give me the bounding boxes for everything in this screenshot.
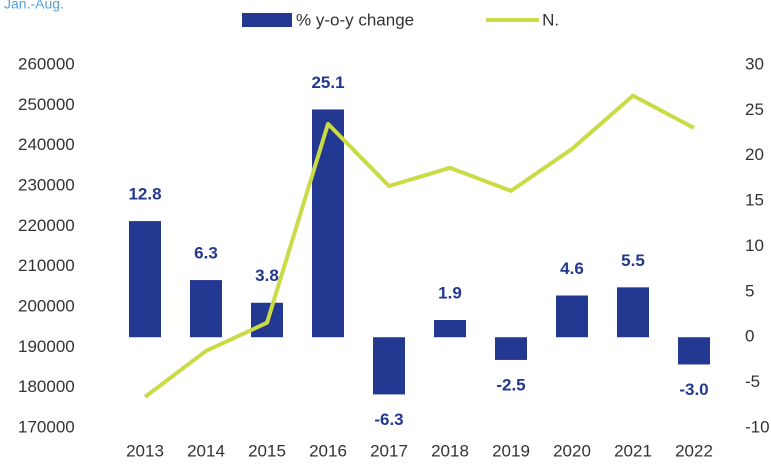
y-tick-label: 260000	[18, 54, 75, 73]
y-tick-label: 220000	[18, 216, 75, 235]
bar	[617, 287, 649, 338]
y-tick-label: 240000	[18, 135, 75, 154]
bar	[312, 109, 344, 338]
subtitle: Jan.-Aug.	[4, 0, 64, 12]
x-tick-label: 2015	[248, 441, 286, 460]
bar	[495, 337, 527, 360]
y-tick-label: 210000	[18, 256, 75, 275]
data-label: 4.6	[560, 259, 584, 278]
y2-tick-label: 10	[745, 236, 764, 255]
bar	[129, 221, 161, 338]
x-tick-label: 2017	[370, 441, 408, 460]
x-tick-label: 2014	[187, 441, 225, 460]
legend-swatch	[242, 13, 292, 27]
y2-tick-label: -10	[745, 417, 770, 436]
x-tick-label: 2020	[553, 441, 591, 460]
y-tick-label: 250000	[18, 95, 75, 114]
y2-tick-label: 25	[745, 100, 764, 119]
y2-tick-label: 5	[745, 281, 754, 300]
y-tick-label: 200000	[18, 296, 75, 315]
bar	[434, 320, 466, 338]
x-tick-label: 2016	[309, 441, 347, 460]
bar	[190, 280, 222, 338]
data-label: -2.5	[496, 375, 525, 394]
y2-tick-label: -5	[745, 372, 760, 391]
y2-tick-label: 0	[745, 327, 754, 346]
data-label: 3.8	[255, 266, 279, 285]
legend-label: % y-o-y change	[296, 10, 414, 29]
data-label: 6.3	[194, 244, 218, 263]
y2-tick-label: 30	[745, 54, 764, 73]
y-tick-label: 190000	[18, 337, 75, 356]
y2-tick-label: 20	[745, 145, 764, 164]
y2-tick-label: 15	[745, 191, 764, 210]
data-label: -3.0	[679, 380, 708, 399]
legend-label: N.	[542, 10, 559, 29]
bar	[678, 337, 710, 365]
y-tick-label: 180000	[18, 377, 75, 396]
data-label: 1.9	[438, 283, 462, 302]
data-label: 12.8	[128, 185, 161, 204]
x-tick-label: 2018	[431, 441, 469, 460]
x-tick-label: 2022	[675, 441, 713, 460]
x-tick-label: 2013	[126, 441, 164, 460]
data-label: 25.1	[311, 73, 344, 92]
line	[143, 93, 695, 399]
y-tick-label: 170000	[18, 417, 75, 436]
y-tick-label: 230000	[18, 175, 75, 194]
x-tick-label: 2019	[492, 441, 530, 460]
bar	[556, 295, 588, 338]
x-tick-label: 2021	[614, 441, 652, 460]
data-label: -6.3	[374, 410, 403, 429]
data-label: 5.5	[621, 251, 645, 270]
bar	[373, 337, 405, 395]
